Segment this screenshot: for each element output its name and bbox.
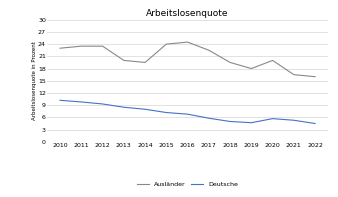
Deutsche [79,101,83,103]
Ausländer [186,41,190,43]
Ausländer [249,67,254,70]
Deutsche [292,119,296,121]
Deutsche [228,120,232,123]
Title: Arbeitslosenquote: Arbeitslosenquote [146,8,229,18]
Ausländer [313,75,317,78]
Line: Ausländer: Ausländer [60,42,315,77]
Deutsche [164,111,168,114]
Deutsche [122,106,126,108]
Deutsche [271,117,275,120]
Deutsche [186,113,190,115]
Ausländer [143,61,147,64]
Ausländer [271,59,275,62]
Ausländer [207,49,211,51]
Ausländer [164,43,168,45]
Deutsche [58,99,62,101]
Ausländer [79,45,83,47]
Ausländer [100,45,104,47]
Ausländer [58,47,62,49]
Ausländer [228,61,232,64]
Ausländer [292,73,296,76]
Ausländer [122,59,126,62]
Deutsche [207,117,211,119]
Deutsche [313,122,317,125]
Y-axis label: Arbeitslosenquote in Prozent: Arbeitslosenquote in Prozent [31,41,37,120]
Legend: Ausländer, Deutsche: Ausländer, Deutsche [134,179,241,189]
Deutsche [143,108,147,111]
Line: Deutsche: Deutsche [60,100,315,124]
Deutsche [249,122,254,124]
Deutsche [100,103,104,105]
